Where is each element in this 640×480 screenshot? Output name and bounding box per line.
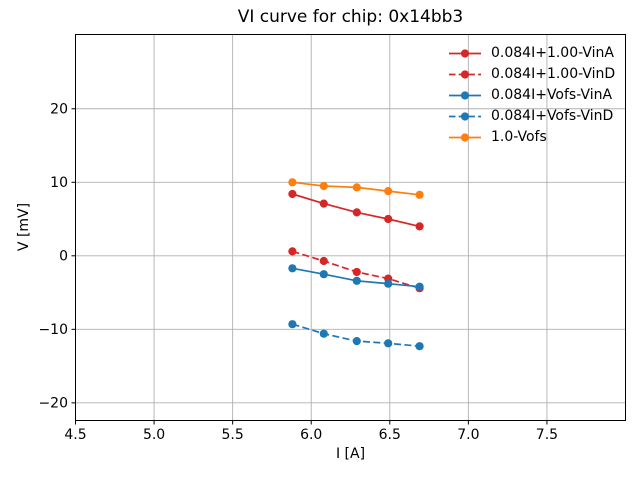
data-point-marker	[319, 256, 328, 266]
legend-item: 0.084I+Vofs-VinA	[448, 85, 615, 106]
data-point-marker	[288, 264, 297, 273]
x-tick-label: 6.5	[379, 427, 401, 443]
data-point-marker	[352, 337, 361, 346]
legend-label: 0.084I+Vofs-VinD	[491, 108, 614, 125]
x-tick-label: 7.0	[457, 427, 479, 443]
x-tick-label: 5.5	[222, 427, 244, 443]
legend-line-marker-icon	[449, 49, 481, 58]
chart-title: VI curve for chip: 0x14bb3	[237, 7, 464, 27]
data-point-marker	[352, 208, 361, 217]
x-axis-label: I [A]	[335, 446, 366, 462]
legend-line-marker-icon	[449, 112, 481, 121]
y-tick-label: 10	[50, 175, 68, 191]
y-tick-label: 0	[59, 249, 68, 265]
data-point-marker	[415, 282, 424, 291]
legend-item: 0.084I+1.00-VinD	[448, 64, 615, 85]
data-point-marker	[415, 342, 424, 351]
data-point-marker	[415, 190, 424, 199]
legend: 0.084I+1.00-VinA 0.084I+1.00-VinD 0.084I+V…	[448, 43, 615, 147]
legend-item: 1.0-Vofs	[448, 127, 615, 148]
legend-label: 0.084I+Vofs-VinA	[491, 87, 613, 104]
legend-item: 0.084I+Vofs-VinD	[448, 106, 615, 127]
data-point-marker	[319, 270, 328, 279]
legend-label: 0.084I+1.00-VinA	[491, 45, 614, 62]
x-tick-label: 4.5	[64, 427, 86, 443]
x-tick-label: 7.5	[536, 427, 558, 443]
data-point-marker	[384, 339, 393, 348]
legend-label: 1.0-Vofs	[491, 129, 547, 145]
data-point-marker	[384, 187, 393, 196]
legend-label: 0.084I+1.00-VinD	[491, 66, 616, 83]
y-axis-label-text: V [mV]	[16, 202, 32, 252]
data-point-marker	[288, 320, 297, 329]
x-tick-label: 6.0	[300, 427, 322, 443]
data-point-marker	[352, 267, 361, 277]
plot-border	[75, 34, 626, 421]
data-point-marker	[319, 329, 328, 338]
legend-line-marker-icon	[449, 132, 481, 142]
data-point-marker	[319, 181, 328, 191]
legend-line-marker-icon	[449, 70, 481, 79]
y-tick-label: −20	[38, 396, 68, 412]
data-point-marker	[415, 222, 424, 231]
y-tick-label: −10	[38, 322, 68, 338]
data-point-marker	[352, 276, 361, 285]
x-tick-label: 5.0	[143, 427, 165, 443]
data-point-marker	[288, 247, 297, 256]
data-point-marker	[384, 279, 393, 288]
data-point-marker	[288, 178, 297, 187]
data-point-marker	[352, 183, 361, 192]
data-point-marker	[319, 199, 328, 208]
legend-line-marker-icon	[449, 91, 481, 100]
legend-item: 0.084I+1.00-VinA	[448, 43, 615, 64]
y-tick-label: 20	[50, 102, 68, 118]
data-point-marker	[384, 214, 393, 224]
data-point-marker	[288, 189, 297, 199]
